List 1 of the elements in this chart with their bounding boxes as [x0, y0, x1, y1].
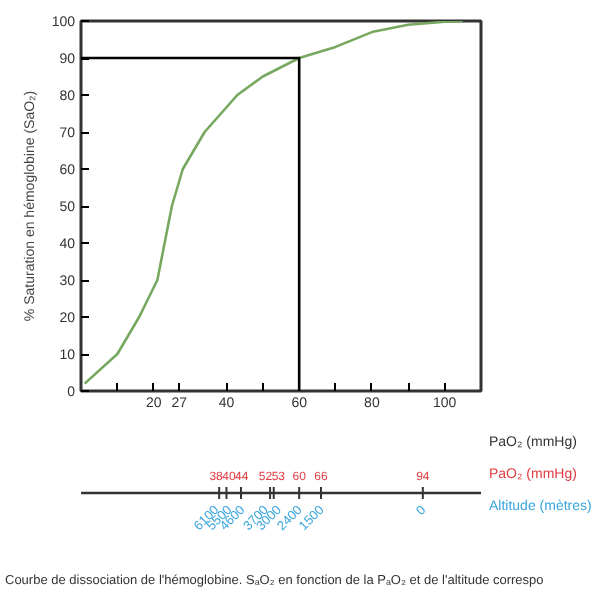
line-series [83, 21, 465, 385]
